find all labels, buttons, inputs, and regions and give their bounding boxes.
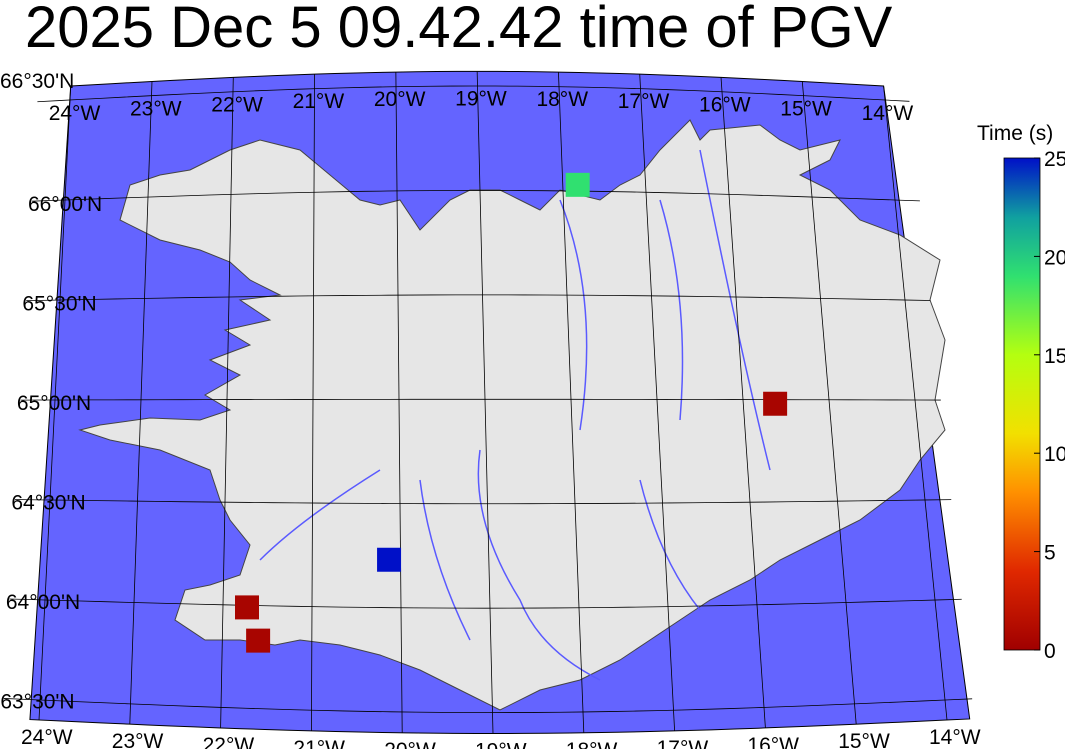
- meridian-line: [395, 72, 403, 733]
- meridian-line: [129, 81, 153, 725]
- colorbar: [1003, 157, 1041, 651]
- colorbar-tick-label: 20: [1044, 246, 1065, 269]
- map-title: 2025 Dec 5 09.42.42 time of PGV: [25, 0, 893, 60]
- parallel-line: [14, 499, 952, 505]
- top-lon-label: 24°W: [49, 102, 101, 125]
- top-lon-label: 18°W: [536, 88, 588, 111]
- left-lat-label: 64°00'N: [6, 591, 80, 614]
- bottom-lon-label: 14°W: [929, 726, 981, 749]
- meridian-line: [883, 85, 948, 721]
- iceland-landmass: [78, 119, 946, 711]
- meridian-line: [220, 77, 234, 728]
- bottom-lon-label: 17°W: [657, 737, 709, 749]
- top-lon-label: 21°W: [293, 90, 345, 113]
- parallel-line: [20, 398, 941, 401]
- top-lon-label: 19°W: [455, 87, 507, 110]
- parallel-line: [26, 294, 931, 302]
- parallel-line: [37, 85, 910, 103]
- bottom-lon-label: 22°W: [203, 734, 255, 749]
- top-lon-label: 17°W: [618, 90, 670, 113]
- graticule: [3, 71, 973, 734]
- top-lon-label: 15°W: [780, 97, 832, 120]
- station-marker[interactable]: [234, 595, 259, 620]
- rivers: [259, 149, 771, 681]
- meridian-line: [476, 71, 494, 734]
- parallel-line: [31, 190, 920, 202]
- colorbar-tick-label: 0: [1044, 640, 1056, 663]
- meridian-line: [311, 74, 315, 731]
- colorbar-tick-label: 25: [1044, 148, 1065, 171]
- colorbar-tick-label: 15: [1044, 345, 1065, 368]
- bottom-lon-label: 18°W: [566, 739, 618, 749]
- left-lat-label: 66°30'N: [0, 70, 74, 93]
- colorbar-tick-label: 5: [1044, 542, 1056, 565]
- meridian-line: [801, 81, 857, 725]
- colorbar-ticks: 0 5 10 15 20 25: [1034, 148, 1065, 663]
- station-marker[interactable]: [763, 391, 788, 416]
- colorbar-tick-label: 10: [1044, 443, 1065, 466]
- bottom-lon-label: 20°W: [384, 739, 436, 749]
- parallel-line: [9, 598, 962, 609]
- bottom-lon-label: 16°W: [747, 734, 799, 749]
- left-lat-label: 64°30'N: [11, 492, 85, 515]
- bottom-lon-label: 19°W: [475, 739, 527, 749]
- meridian-line: [720, 77, 766, 728]
- meridian-line: [558, 72, 585, 733]
- bottom-lon-label: 23°W: [112, 730, 164, 749]
- top-lon-label: 22°W: [211, 93, 263, 116]
- stations: [234, 172, 788, 653]
- top-lon-label: 20°W: [374, 88, 426, 111]
- station-marker[interactable]: [565, 172, 590, 197]
- top-lon-label: 23°W: [130, 97, 182, 120]
- left-lat-label: 63°30'N: [0, 691, 74, 714]
- left-lat-label: 66°00'N: [28, 193, 102, 216]
- bottom-lon-label: 21°W: [293, 737, 345, 749]
- bottom-lon-label: 15°W: [838, 730, 890, 749]
- left-lat-label: 65°00'N: [17, 392, 91, 415]
- graticule-labels: 24°W 24°W 23°W 23°W 22°W 22°W 21°W 21°W 20°W 20°W…: [0, 70, 981, 749]
- station-marker[interactable]: [377, 547, 402, 572]
- colorbar-label: Time (s): [977, 122, 1053, 145]
- parallel-line: [3, 698, 973, 713]
- top-lon-label: 14°W: [862, 102, 914, 125]
- meridian-line: [639, 74, 675, 731]
- meridian-line: [38, 85, 72, 721]
- left-lat-label: 65°30'N: [22, 293, 96, 316]
- station-marker[interactable]: [246, 628, 271, 653]
- bottom-lon-label: 24°W: [21, 726, 73, 749]
- top-lon-label: 16°W: [699, 93, 751, 116]
